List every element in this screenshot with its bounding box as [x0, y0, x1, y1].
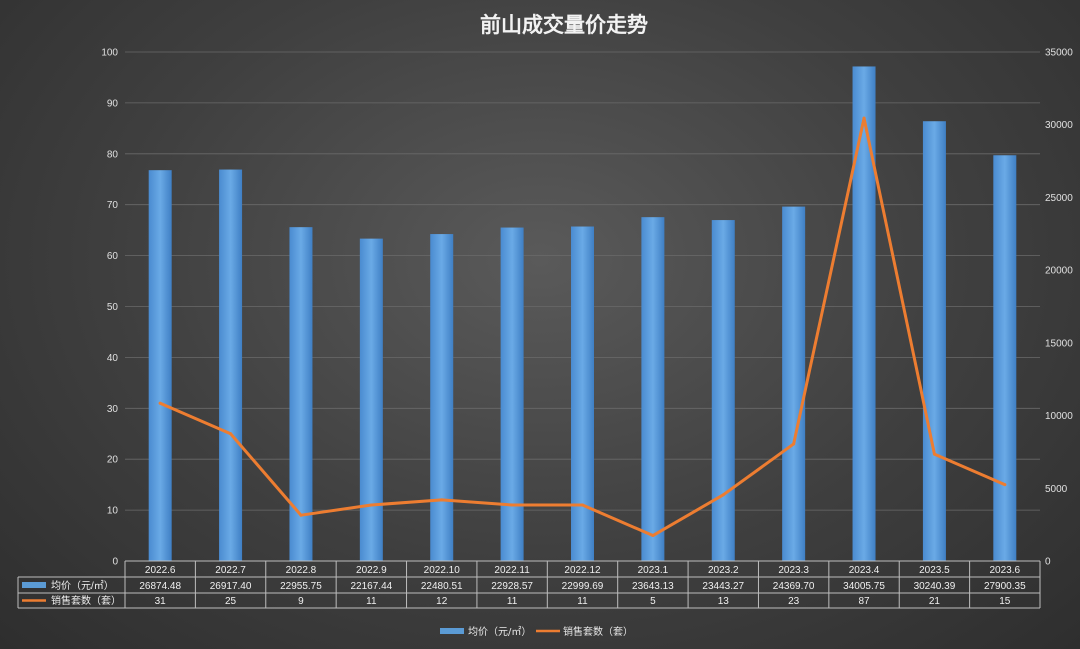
price-bar: [500, 227, 524, 561]
price-bar: [711, 220, 735, 561]
price-series-name: 均价（元/㎡）: [51, 580, 114, 592]
sales-value-label: 87: [858, 596, 870, 607]
legend-price-key: [440, 628, 464, 634]
left-tick-label: 40: [107, 353, 119, 364]
price-bar: [993, 155, 1017, 561]
price-value-label: 23643.13: [632, 581, 674, 592]
price-value-label: 22167.44: [350, 581, 392, 592]
sales-point: [510, 503, 514, 507]
sales-point: [721, 493, 725, 497]
price-bar: [430, 234, 454, 561]
right-tick-label: 15000: [1045, 338, 1073, 349]
price-value-label: 26874.48: [139, 581, 181, 592]
category-label: 2023.6: [990, 565, 1021, 576]
sales-point: [651, 534, 655, 538]
sales-value-label: 11: [507, 596, 518, 607]
price-bar: [922, 121, 946, 562]
category-label: 2022.6: [145, 565, 176, 576]
left-tick-label: 20: [107, 455, 119, 466]
category-label: 2023.4: [849, 565, 880, 576]
category-label: 2022.11: [494, 565, 530, 576]
category-label: 2022.8: [286, 565, 317, 576]
sales-value-label: 25: [225, 596, 237, 607]
category-label: 2023.1: [638, 565, 669, 576]
sales-value-label: 11: [366, 596, 377, 607]
price-value-label: 26917.40: [210, 581, 252, 592]
legend-sales-label: 销售套数（套）: [563, 625, 633, 638]
right-tick-label: 5000: [1045, 484, 1068, 495]
left-tick-label: 50: [107, 302, 119, 313]
sales-value-label: 31: [155, 596, 167, 607]
category-label: 2022.10: [424, 565, 461, 576]
price-value-label: 23443.27: [702, 581, 744, 592]
category-label: 2023.2: [708, 565, 739, 576]
sales-value-label: 23: [788, 596, 800, 607]
right-tick-label: 30000: [1045, 120, 1073, 131]
sales-value-label: 15: [999, 596, 1011, 607]
price-value-label: 34005.75: [843, 581, 885, 592]
left-tick-label: 80: [107, 149, 119, 160]
price-value-label: 22999.69: [562, 581, 604, 592]
price-bar: [289, 227, 313, 561]
price-bar: [148, 170, 172, 561]
price-bars: [148, 66, 1017, 562]
price-bar: [782, 206, 806, 561]
price-bar: [641, 217, 665, 562]
legend-price-label: 均价（元/㎡）: [468, 626, 531, 638]
sales-point: [369, 503, 373, 507]
left-tick-label: 70: [107, 200, 119, 211]
left-tick-label: 90: [107, 98, 119, 109]
sales-series-name: 销售套数（套）: [51, 594, 121, 607]
price-bar: [571, 226, 594, 561]
right-tick-label: 35000: [1045, 48, 1073, 59]
category-label: 2023.5: [919, 565, 950, 576]
right-tick-label: 20000: [1045, 266, 1073, 277]
left-tick-label: 10: [107, 506, 119, 517]
left-tick-label: 30: [107, 404, 119, 415]
sales-point: [792, 442, 796, 446]
left-tick-label: 0: [112, 557, 118, 568]
right-axis: 0 5000 10000 15000 20000 25000 30000 35000: [1045, 48, 1073, 568]
price-value-label: 22480.51: [421, 581, 463, 592]
sales-value-label: 9: [298, 596, 304, 607]
sales-point: [932, 452, 936, 456]
price-value-label: 24369.70: [773, 581, 815, 592]
price-bar: [852, 66, 876, 562]
sales-value-label: 13: [718, 596, 730, 607]
price-value-label: 22928.57: [491, 581, 533, 592]
price-bar: [219, 169, 243, 561]
data-table: 2022.6 26874.48 31 2022.7 26917.40 25 2022.8 22…: [17, 560, 1041, 609]
sales-point: [1003, 483, 1007, 487]
sales-value-label: 12: [436, 596, 448, 607]
left-axis: 0 10 20 30 40 50 60 70 80 90 100: [101, 48, 118, 568]
sales-line: [158, 116, 1007, 538]
chart-title: 前山成交量价走势: [480, 13, 648, 37]
sales-value-label: 21: [929, 596, 941, 607]
right-tick-label: 25000: [1045, 193, 1073, 204]
price-value-label: 30240.39: [914, 581, 956, 592]
sales-point: [299, 513, 303, 517]
right-tick-label: 0: [1045, 557, 1051, 568]
price-legend-key: [22, 582, 46, 588]
sales-point: [229, 432, 233, 436]
price-value-label: 22955.75: [280, 581, 322, 592]
left-tick-label: 100: [101, 48, 118, 59]
left-tick-label: 60: [107, 251, 119, 262]
sales-point: [158, 401, 162, 405]
category-label: 2023.3: [778, 565, 809, 576]
sales-point: [581, 503, 584, 507]
sales-value-label: 5: [650, 596, 656, 607]
category-label: 2022.9: [356, 565, 387, 576]
right-tick-label: 10000: [1045, 411, 1073, 422]
price-bar: [359, 238, 383, 562]
sales-point: [440, 498, 444, 502]
price-value-label: 27900.35: [984, 581, 1026, 592]
category-label: 2022.12: [564, 565, 601, 576]
sales-point: [862, 116, 866, 120]
category-label: 2022.7: [215, 565, 246, 576]
legend: 均价（元/㎡） 销售套数（套）: [440, 625, 633, 638]
sales-value-label: 11: [577, 596, 588, 607]
